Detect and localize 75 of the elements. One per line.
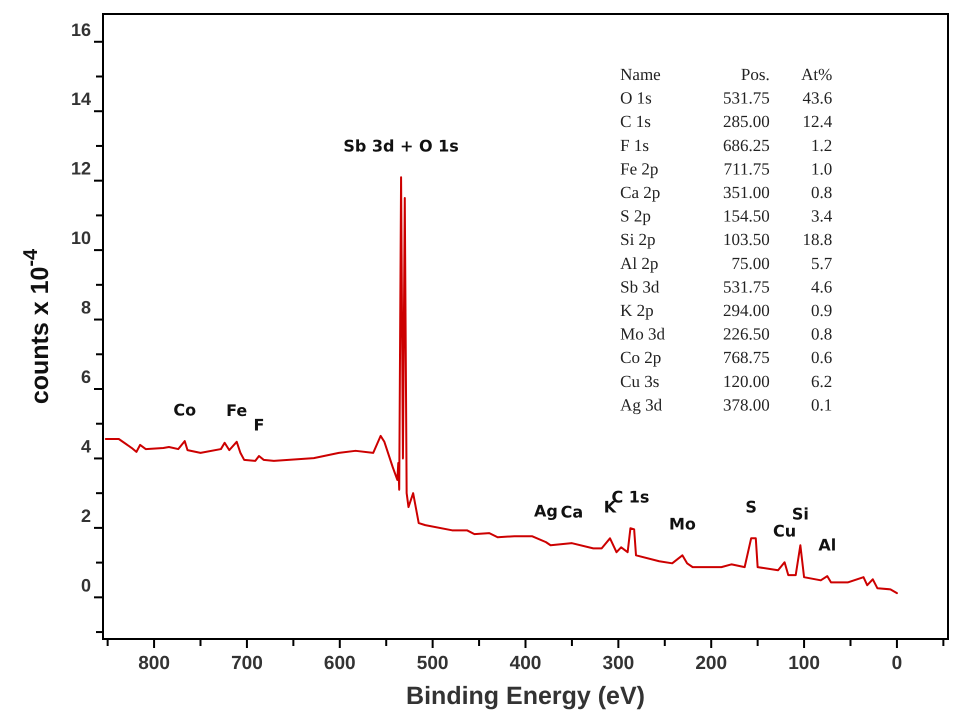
annotation: Cu 3s: [620, 372, 660, 391]
annotation: 285.00: [722, 112, 770, 132]
annotation: Co 2p: [620, 348, 662, 368]
x-tick-label: 800: [138, 653, 170, 674]
annotation: Si: [792, 504, 809, 524]
y-tick-label: 0: [80, 575, 91, 596]
annotation: 0.9: [810, 301, 832, 320]
annotation: 103.50: [722, 230, 770, 250]
annotation: 711.75: [724, 159, 770, 178]
annotation: 3.4: [810, 206, 833, 226]
annotation: 154.50: [722, 206, 770, 226]
annotation: 686.25: [722, 136, 770, 155]
annotation: 1.2: [810, 136, 832, 155]
y-tick-label: 2: [80, 506, 91, 526]
annotation: 0.8: [810, 324, 832, 344]
y-tick-label: 4: [80, 436, 91, 456]
y-tick-label: 14: [70, 89, 91, 110]
annotation: 0.6: [810, 348, 832, 368]
x-tick-label: 600: [324, 653, 356, 674]
x-tick-label: 700: [231, 653, 263, 674]
annotation: 226.50: [722, 324, 770, 344]
annotation: Fe: [226, 401, 248, 420]
x-axis-title: Binding Energy (eV): [406, 682, 645, 710]
annotation: Ag 3d: [620, 395, 663, 414]
annotation: 6.2: [810, 372, 832, 391]
annotation: F 1s: [620, 136, 649, 155]
annotation: Name: [620, 65, 661, 84]
annotation: Si 2p: [620, 230, 656, 250]
annotation: Mo 3d: [620, 324, 666, 344]
annotation: 0.8: [810, 183, 832, 202]
y-tick-label: 16: [70, 20, 91, 40]
y-tick-label: 6: [80, 367, 91, 387]
x-tick-label: 300: [602, 653, 634, 674]
annotation: 43.6: [802, 88, 832, 108]
x-tick-label: 200: [695, 653, 728, 674]
annotation: Ca 2p: [620, 183, 660, 202]
annotation: F: [254, 415, 264, 434]
annotation: 768.75: [722, 348, 770, 368]
annotation: 5.7: [810, 254, 833, 273]
annotation: 12.4: [802, 112, 833, 132]
annotation: K 2p: [620, 301, 654, 320]
annotation: 1.0: [810, 159, 832, 178]
annotation: 120.00: [722, 372, 770, 391]
annotation: Sb 3d + O 1s: [343, 136, 459, 156]
annotation: Co: [173, 400, 196, 420]
annotation: Ag: [534, 502, 558, 520]
annotation: O 1s: [620, 88, 652, 108]
annotation: 531.75: [722, 88, 770, 108]
x-tick-label: 500: [416, 653, 448, 674]
annotation: S 2p: [620, 206, 651, 226]
annotation: Pos.: [740, 65, 770, 84]
annotation: 18.8: [802, 230, 832, 250]
annotation: S: [745, 498, 757, 517]
annotation: 531.75: [722, 277, 770, 296]
annotation: Ca: [560, 502, 584, 522]
annotation: Sb 3d: [620, 277, 660, 296]
y-tick-label: 12: [70, 158, 91, 179]
x-tick-label: 400: [510, 653, 542, 674]
annotation: C 1s: [620, 112, 651, 132]
annotation: 294.00: [722, 301, 770, 320]
annotation: Fe 2p: [620, 159, 658, 178]
annotation: 75.00: [731, 254, 770, 273]
annotation: Al: [818, 536, 836, 555]
annotation: Mo: [668, 514, 696, 534]
y-tick-label: 10: [70, 228, 91, 248]
annotation: Al 2p: [620, 254, 658, 273]
annotation: Cu: [773, 522, 796, 541]
annotation: 4.6: [810, 277, 832, 296]
x-tick-label: 100: [788, 653, 820, 674]
annotation: At%: [801, 65, 832, 84]
y-tick-label: 8: [80, 298, 91, 318]
x-tick-label: 0: [892, 653, 902, 674]
annotation: 351.00: [722, 183, 770, 202]
annotation: 378.00: [722, 395, 770, 414]
annotation: 0.1: [810, 395, 832, 414]
